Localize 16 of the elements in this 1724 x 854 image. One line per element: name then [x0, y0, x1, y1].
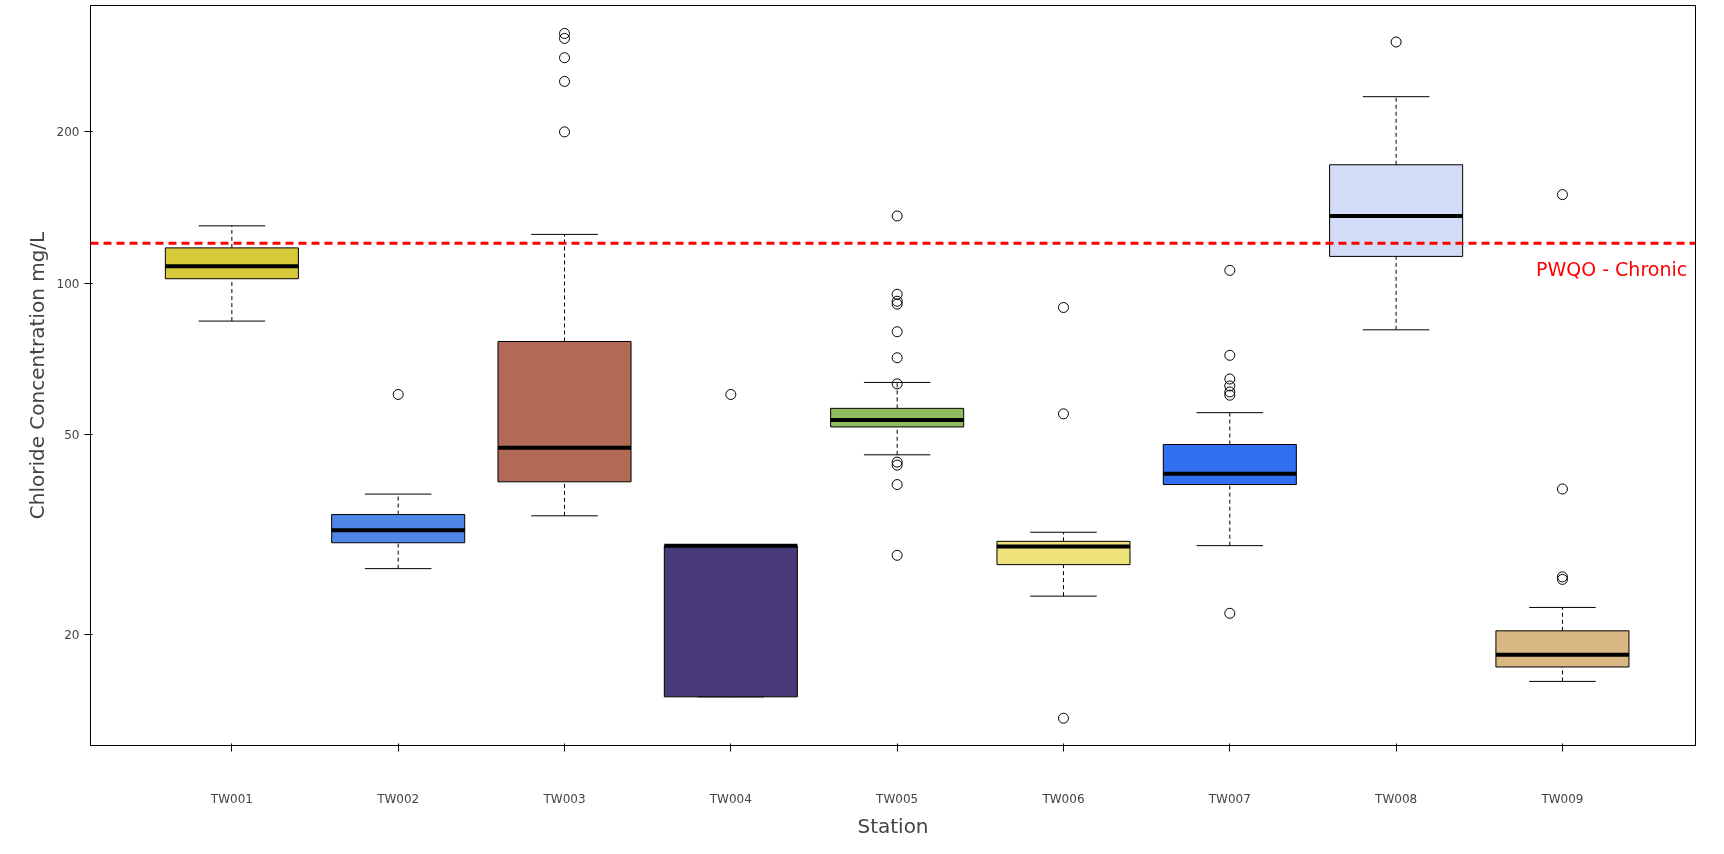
ref-line-label: PWQO - Chronic — [1536, 258, 1688, 281]
x-tick-label: TW001 — [209, 791, 253, 806]
x-tick-label: TW009 — [1540, 791, 1584, 806]
y-tick-label: 200 — [56, 125, 80, 140]
x-tick-label: TW005 — [875, 791, 919, 806]
x-tick-label: TW007 — [1207, 791, 1251, 806]
x-tick-label: TW002 — [376, 791, 420, 806]
y-axis-title: Chloride Concentration mg/L — [24, 230, 49, 520]
y-tick-label: 20 — [64, 627, 80, 642]
x-axis-title: Station — [857, 813, 929, 838]
y-tick-label: 100 — [56, 276, 80, 291]
x-tick-label: TW004 — [708, 791, 752, 806]
x-tick-label: TW003 — [542, 791, 586, 806]
x-tick-label: TW008 — [1374, 791, 1418, 806]
x-tick-label: TW006 — [1041, 791, 1085, 806]
y-tick-label: 50 — [64, 427, 80, 442]
